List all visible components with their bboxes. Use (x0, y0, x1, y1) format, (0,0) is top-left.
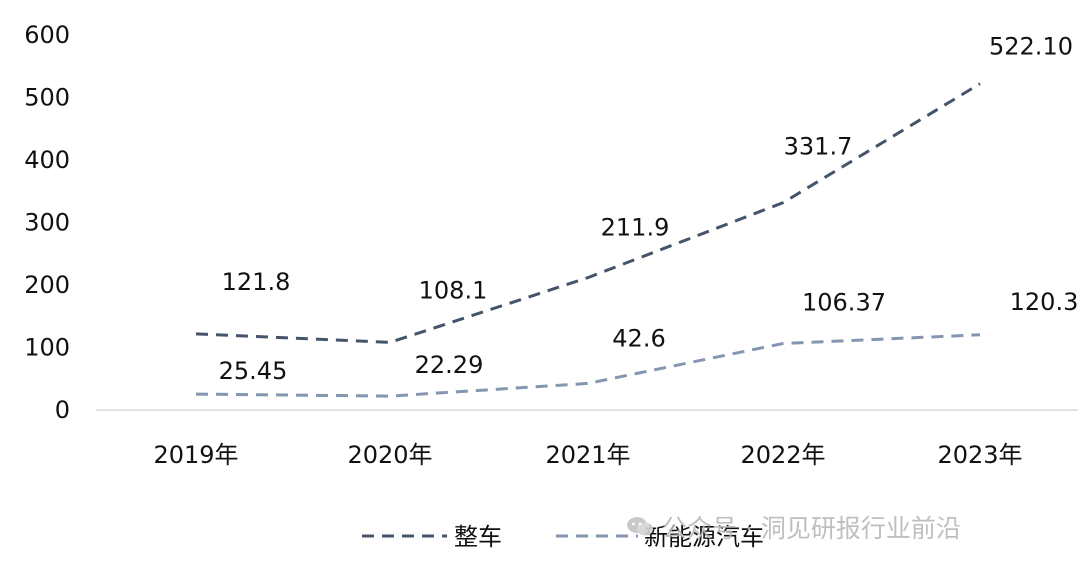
x-tick-label: 2023年 (937, 441, 1022, 469)
data-label: 120.3 (1010, 288, 1079, 316)
y-tick-label: 600 (24, 21, 70, 49)
y-tick-label: 200 (24, 271, 70, 299)
x-tick-label: 2021年 (545, 441, 630, 469)
data-label: 25.45 (219, 357, 288, 385)
data-label: 42.6 (612, 324, 665, 352)
legend: 整车 新能源汽车 (362, 523, 764, 551)
series-line (195, 82, 981, 344)
data-label: 522.10 (989, 33, 1073, 61)
series-line (195, 333, 981, 398)
y-tick-label: 0 (55, 396, 70, 424)
data-label: 106.37 (802, 289, 886, 317)
x-tick-label: 2020年 (347, 441, 432, 469)
x-tick-label: 2019年 (153, 441, 238, 469)
watermark-text: 公众号 · 洞见研报行业前沿 (662, 514, 961, 543)
data-label: 211.9 (601, 214, 670, 242)
x-axis: 2019年 2020年 2021年 2022年 2023年 (96, 409, 1078, 469)
y-tick-label: 300 (24, 209, 70, 237)
data-labels: 121.8 108.1 211.9 331.7 522.10 25.45 22.29 42.6… (219, 33, 1079, 385)
legend-label: 整车 (454, 523, 502, 551)
y-axis: 0 100 200 300 400 500 600 (24, 21, 70, 424)
data-label: 331.7 (784, 133, 853, 161)
y-tick-label: 400 (24, 146, 70, 174)
wechat-icon (627, 517, 653, 536)
series-layer (195, 82, 981, 398)
y-tick-label: 100 (24, 334, 70, 362)
x-tick-label: 2022年 (740, 441, 825, 469)
y-tick-label: 500 (24, 84, 70, 112)
data-label: 22.29 (415, 351, 484, 379)
legend-label: 新能源汽车 (644, 523, 764, 551)
data-label: 108.1 (419, 276, 488, 304)
watermark: 公众号 · 洞见研报行业前沿 (626, 507, 961, 547)
data-label: 121.8 (222, 268, 291, 296)
